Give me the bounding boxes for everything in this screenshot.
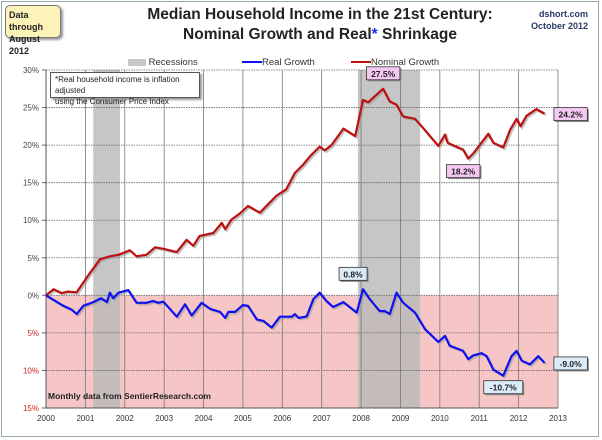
y-tick-label: 15% <box>23 404 39 413</box>
inflation-note: *Real household income is inflation adju… <box>50 72 200 106</box>
y-tick-label: 20% <box>23 141 39 150</box>
annotation-label: -10.7% <box>490 383 517 393</box>
legend-real: Real Growth <box>242 57 315 68</box>
y-tick-label: 10% <box>23 366 39 375</box>
annotation-label: 24.2% <box>559 110 584 120</box>
y-tick-label: 5% <box>27 254 39 263</box>
y-tick-label: 10% <box>23 216 39 225</box>
y-tick-label: 15% <box>23 179 39 188</box>
recession-swatch-icon <box>128 58 146 66</box>
note-line1: *Real household income is inflation adju… <box>55 75 180 95</box>
legend-nominal-label: Nominal Growth <box>371 57 440 68</box>
annotation-label: 0.8% <box>343 269 363 279</box>
title-line2-a: Nominal Growth and Real <box>183 26 372 43</box>
y-tick-label: 5% <box>27 329 39 338</box>
x-tick-label: 2012 <box>510 414 528 423</box>
nominal-line-swatch-icon <box>351 61 371 64</box>
annotation-label: -9.0% <box>559 359 582 369</box>
note-line2: using the Consumer Price Index <box>55 97 169 106</box>
annotation-box <box>365 66 401 81</box>
series-shadow <box>46 88 547 298</box>
annotation-box <box>483 380 524 395</box>
x-tick-label: 2006 <box>273 414 291 423</box>
annotation-box <box>553 356 588 371</box>
y-tick-label: 25% <box>23 104 39 113</box>
x-tick-label: 2002 <box>116 414 134 423</box>
legend-real-label: Real Growth <box>262 57 315 68</box>
title-line1: Median Household Income in the 21st Cent… <box>147 6 493 23</box>
annotation-label: 27.5% <box>371 69 396 79</box>
legend-nominal: Nominal Growth <box>351 57 439 68</box>
source-credit: dshort.com October 2012 <box>531 8 588 32</box>
nominal-growth-line <box>45 87 546 297</box>
x-tick-label: 2004 <box>195 414 213 423</box>
y-tick-label: 0% <box>27 291 39 300</box>
source-line1: dshort.com <box>538 9 588 19</box>
x-tick-label: 2009 <box>392 414 410 423</box>
x-tick-label: 2008 <box>352 414 370 423</box>
data-note-line1: Data through <box>9 10 43 32</box>
footnote: Monthly data from SentierResearch.com <box>48 391 211 401</box>
annotation-box <box>553 107 588 121</box>
x-tick-label: 2013 <box>549 414 567 423</box>
negative-zone <box>46 295 558 408</box>
recession-band <box>93 70 121 408</box>
annotation-box <box>446 164 481 179</box>
recession-band <box>357 70 421 408</box>
x-tick-label: 2010 <box>431 414 449 423</box>
title-line2: Nominal Growth and Real* Shrinkage <box>130 25 510 45</box>
source-line2: October 2012 <box>530 21 588 31</box>
annotation-box <box>338 266 368 281</box>
x-tick-label: 2011 <box>471 414 489 423</box>
x-tick-label: 2000 <box>37 414 55 423</box>
chart-title: Median Household Income in the 21st Cent… <box>130 5 510 45</box>
real-line-swatch-icon <box>242 61 262 64</box>
x-tick-label: 2007 <box>313 414 331 423</box>
legend-recessions: Recessions <box>128 57 198 68</box>
data-through-note: Data through August 2012 <box>5 5 61 56</box>
x-tick-label: 2003 <box>155 414 173 423</box>
annotation-label: 18.2% <box>451 167 476 177</box>
legend-recessions-label: Recessions <box>148 57 198 68</box>
y-tick-label: 30% <box>23 66 39 75</box>
real-growth-line <box>45 288 546 377</box>
x-tick-label: 2001 <box>76 414 94 423</box>
x-tick-label: 2005 <box>234 414 252 423</box>
title-line2-b: Shrinkage <box>377 26 457 43</box>
data-note-line2: August 2012 <box>9 34 40 56</box>
title-asterisk: * <box>371 26 378 43</box>
